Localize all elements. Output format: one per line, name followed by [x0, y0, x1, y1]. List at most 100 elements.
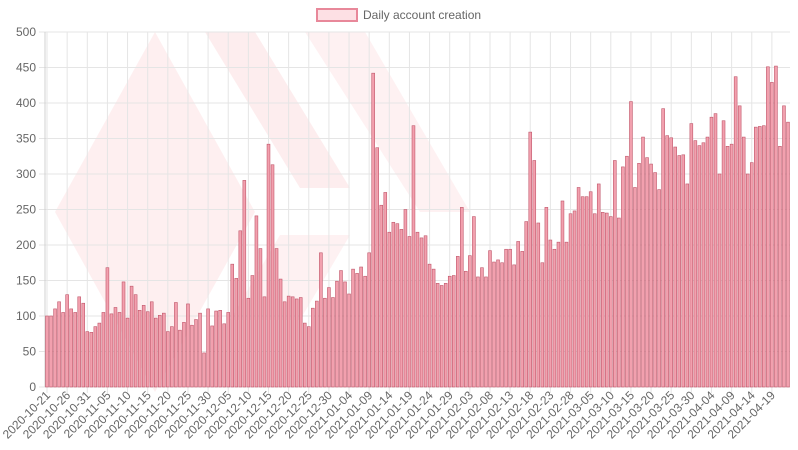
bar[interactable] [254, 215, 259, 388]
bar[interactable] [311, 307, 315, 388]
bar[interactable] [391, 221, 396, 388]
bar[interactable] [653, 172, 657, 388]
bar[interactable] [673, 146, 677, 388]
bar[interactable] [355, 273, 359, 388]
bar[interactable] [383, 192, 388, 388]
bar[interactable] [717, 173, 722, 388]
bar[interactable] [669, 137, 673, 388]
bar[interactable] [584, 196, 589, 388]
bar[interactable] [645, 157, 649, 388]
bar[interactable] [657, 189, 661, 388]
bar[interactable] [339, 270, 343, 388]
bar[interactable] [725, 146, 730, 388]
bar[interactable] [464, 270, 468, 388]
bar[interactable] [331, 297, 335, 388]
bar[interactable] [367, 252, 371, 388]
bar[interactable] [689, 123, 694, 388]
bar[interactable] [544, 207, 549, 388]
bar[interactable] [762, 125, 766, 388]
bar[interactable] [419, 237, 424, 388]
bar[interactable] [105, 267, 110, 388]
bar[interactable] [782, 105, 786, 388]
bar[interactable] [371, 72, 375, 388]
bar[interactable] [572, 210, 577, 388]
bar[interactable] [307, 326, 311, 388]
bar[interactable] [443, 283, 448, 388]
bar[interactable] [633, 187, 637, 388]
bar[interactable] [93, 326, 98, 388]
bar[interactable] [737, 105, 742, 388]
bar[interactable] [335, 280, 339, 388]
bar[interactable] [262, 296, 267, 388]
bar[interactable] [81, 302, 86, 388]
bar[interactable] [540, 262, 545, 388]
bar[interactable] [242, 180, 247, 388]
bar[interactable] [69, 308, 73, 388]
bar[interactable] [665, 135, 669, 388]
bar[interactable] [210, 325, 214, 388]
bar[interactable] [278, 278, 283, 388]
bar[interactable] [315, 300, 319, 388]
bar[interactable] [170, 326, 174, 388]
legend[interactable]: Daily account creation [316, 8, 481, 22]
bar[interactable] [65, 294, 69, 388]
bar[interactable] [178, 329, 182, 388]
bar[interactable] [605, 212, 609, 388]
bar[interactable] [431, 268, 436, 388]
bar[interactable] [97, 322, 102, 388]
bar[interactable] [206, 308, 210, 388]
bar[interactable] [174, 302, 178, 388]
bar[interactable] [399, 229, 404, 388]
bar[interactable] [766, 66, 770, 388]
bar[interactable] [129, 285, 134, 388]
bar[interactable] [395, 223, 400, 388]
bar[interactable] [548, 239, 553, 388]
bar[interactable] [568, 213, 573, 388]
bar[interactable] [641, 136, 645, 388]
bar[interactable] [319, 252, 323, 388]
bar[interactable] [45, 315, 49, 388]
bar[interactable] [258, 248, 263, 388]
bar[interactable] [407, 236, 412, 388]
bar[interactable] [496, 259, 500, 388]
bar[interactable] [153, 317, 158, 388]
bar[interactable] [117, 312, 122, 388]
bar[interactable] [504, 248, 508, 388]
bar[interactable] [721, 120, 726, 388]
bar[interactable] [476, 276, 480, 388]
bar[interactable] [375, 147, 379, 388]
bar[interactable] [202, 352, 206, 388]
bar[interactable] [214, 310, 218, 388]
bar[interactable] [347, 293, 351, 388]
bar[interactable] [629, 101, 633, 388]
bar[interactable] [266, 143, 271, 388]
bar[interactable] [621, 166, 625, 388]
bar[interactable] [649, 163, 653, 388]
bar[interactable] [302, 322, 307, 388]
bar[interactable] [745, 173, 750, 388]
bar[interactable] [327, 287, 331, 388]
bar[interactable] [576, 187, 581, 388]
bar[interactable] [709, 116, 714, 388]
bar[interactable] [564, 241, 569, 388]
bar[interactable] [625, 155, 629, 388]
bar[interactable] [158, 314, 162, 388]
bar[interactable] [274, 248, 279, 388]
bar[interactable] [713, 113, 718, 388]
bar[interactable] [508, 248, 512, 388]
bar[interactable] [198, 312, 202, 388]
bar[interactable] [749, 162, 754, 388]
bar[interactable] [484, 276, 488, 388]
bar[interactable] [600, 212, 605, 388]
bar[interactable] [677, 155, 682, 388]
bar[interactable] [552, 248, 557, 388]
bar[interactable] [520, 251, 524, 388]
bar[interactable] [415, 231, 420, 388]
bar[interactable] [89, 332, 94, 388]
bar[interactable] [411, 125, 416, 388]
bar[interactable] [472, 216, 476, 388]
bar[interactable] [234, 278, 239, 388]
bar[interactable] [580, 196, 585, 388]
bar[interactable] [363, 275, 367, 388]
bar[interactable] [298, 297, 303, 388]
